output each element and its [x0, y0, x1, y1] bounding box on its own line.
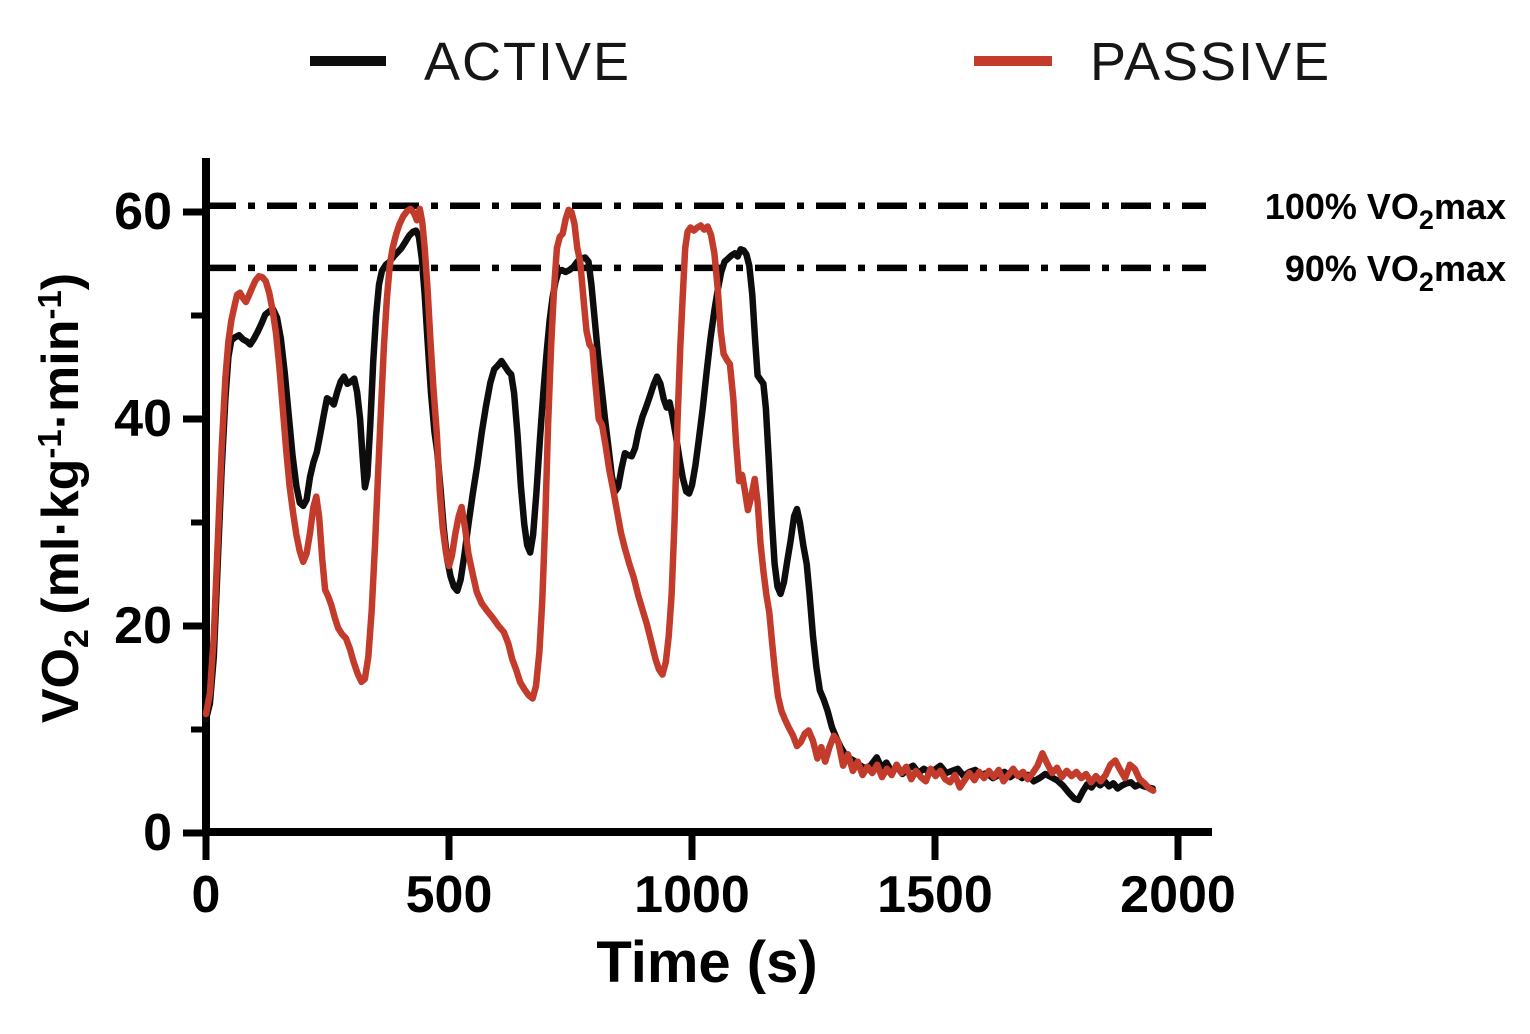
legend-label-passive: PASSIVE	[1090, 32, 1331, 92]
annotation-100-vo2max: 100% VO2​max	[1265, 186, 1506, 235]
axes-layer	[202, 158, 1212, 836]
series-line-passive	[202, 205, 1157, 794]
y-tick-label-40: 40	[114, 390, 172, 448]
legend-label-active: ACTIVE	[424, 32, 631, 92]
annotations-layer: 100% VO2​max 90% VO2​max	[1265, 186, 1506, 297]
y-tick-label-0: 0	[143, 804, 172, 862]
x-tick-label-500: 500	[406, 866, 493, 924]
series-layer	[202, 205, 1157, 804]
axis-titles-layer: Time (s) VO2​ (ml·kg-1​·min-1​)	[31, 273, 818, 995]
y-axis-title: VO2​ (ml·kg-1​·min-1​)	[31, 273, 96, 723]
x-tick-label-0: 0	[192, 866, 221, 924]
x-tick-label-1500: 1500	[877, 866, 993, 924]
x-axis-title: Time (s)	[596, 930, 817, 995]
annotation-90-vo2max: 90% VO2​max	[1285, 248, 1506, 297]
series-line-active	[202, 227, 1156, 804]
y-tick-label-20: 20	[114, 597, 172, 655]
reference-lines-layer	[206, 202, 1206, 272]
y-tick-label-60: 60	[114, 183, 172, 241]
x-tick-label-2000: 2000	[1120, 866, 1236, 924]
ticks-layer: 0 20 40 60 0 500 1000 1500 2000	[114, 183, 1236, 924]
legend: ACTIVE PASSIVE	[310, 32, 1331, 92]
x-tick-label-1000: 1000	[634, 866, 750, 924]
